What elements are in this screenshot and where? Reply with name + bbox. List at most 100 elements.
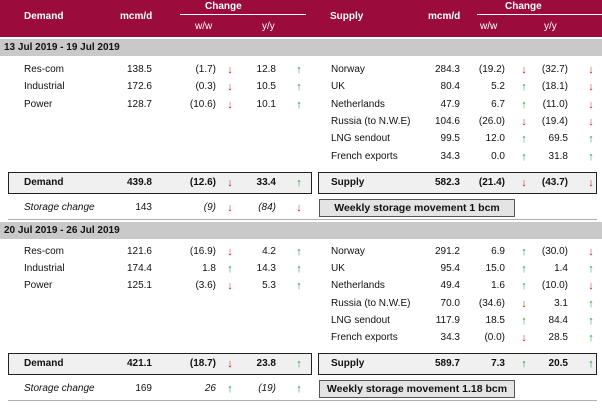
- row-label: UK: [331, 263, 345, 275]
- row-yy-change: 84.4: [548, 314, 568, 326]
- arrow-down-icon: ↓: [227, 202, 233, 214]
- arrow-up-icon: ↑: [296, 98, 302, 111]
- storage-value: 143: [135, 202, 152, 213]
- storage-ww-change: 26: [204, 383, 216, 394]
- row-ww-change: (19.2): [478, 64, 505, 75]
- arrow-up-icon: ↑: [521, 314, 527, 327]
- arrow-up-icon: ↑: [521, 358, 527, 370]
- yy-header-left: y/y: [262, 21, 275, 32]
- arrow-up-icon: ↑: [588, 133, 594, 146]
- row-value: 174.4: [126, 263, 152, 275]
- change-header-right: Change: [505, 1, 542, 12]
- ww-header-right: w/w: [480, 21, 498, 32]
- row-label: Norway: [331, 246, 365, 257]
- row-value: 284.3: [434, 64, 460, 75]
- supply-header: Supply: [330, 11, 364, 22]
- row-yy-change: 14.3: [256, 263, 276, 275]
- row-ww-change: (1.7): [195, 64, 216, 75]
- arrow-down-icon: ↓: [521, 115, 527, 128]
- supply-total-box: [318, 172, 597, 194]
- row-value: 34.3: [440, 150, 460, 162]
- row-yy-change: (18.1): [541, 81, 568, 93]
- row-value: 172.6: [126, 81, 152, 93]
- arrow-down-icon: ↓: [521, 177, 527, 189]
- row-yy-change: 10.1: [256, 98, 276, 110]
- row-ww-change: 5.2: [491, 81, 505, 93]
- arrow-down-icon: ↓: [227, 246, 233, 258]
- table-header: Demand mcm/d Change w/w y/y Supply mcm/d…: [0, 0, 602, 37]
- arrow-up-icon: ↑: [588, 314, 594, 327]
- unit-header-right: mcm/d: [428, 11, 461, 22]
- row-value: 138.5: [126, 64, 152, 75]
- row-label: Russia (to N.W.E): [331, 297, 411, 309]
- arrow-down-icon: ↓: [227, 177, 233, 189]
- arrow-up-icon: ↑: [296, 81, 302, 94]
- arrow-down-icon: ↓: [227, 64, 233, 76]
- storage-label: Storage change: [24, 202, 95, 213]
- row-yy-change: (43.7): [541, 177, 568, 188]
- row-yy-change: 3.1: [554, 297, 568, 309]
- row-label: Industrial: [24, 263, 65, 275]
- arrow-up-icon: ↑: [296, 64, 302, 76]
- row-label: Industrial: [24, 81, 65, 93]
- arrow-up-icon: ↑: [296, 358, 302, 370]
- arrow-down-icon: ↓: [588, 280, 594, 293]
- row-value: 125.1: [126, 280, 152, 292]
- row-label: LNG sendout: [331, 133, 390, 145]
- row-yy-change: 69.5: [548, 133, 568, 145]
- row-ww-change: 6.9: [491, 246, 505, 257]
- arrow-down-icon: ↓: [588, 177, 594, 189]
- row-value: 117.9: [435, 314, 460, 326]
- row-value: 47.9: [440, 98, 460, 110]
- arrow-down-icon: ↓: [588, 115, 594, 128]
- arrow-up-icon: ↑: [588, 332, 594, 344]
- row-value: 128.7: [126, 98, 152, 110]
- row-yy-change: 20.5: [548, 358, 568, 369]
- row-ww-change: 15.0: [485, 263, 505, 275]
- arrow-up-icon: ↑: [227, 383, 233, 395]
- row-ww-change: (26.0): [478, 115, 505, 127]
- row-yy-change: 28.5: [548, 332, 568, 343]
- storage-yy-change: (84): [258, 202, 276, 213]
- row-label: French exports: [331, 332, 398, 343]
- arrow-up-icon: ↑: [521, 81, 527, 94]
- row-label: Russia (to N.W.E): [331, 115, 411, 127]
- arrow-up-icon: ↑: [588, 150, 594, 163]
- row-yy-change: (32.7): [541, 64, 568, 75]
- arrow-up-icon: ↑: [588, 358, 594, 370]
- row-label: Netherlands: [331, 280, 385, 292]
- change-underline-right: [477, 14, 602, 15]
- row-ww-change: (16.9): [189, 246, 216, 257]
- arrow-down-icon: ↓: [588, 246, 594, 258]
- row-yy-change: 1.4: [554, 263, 568, 275]
- row-value: 34.3: [440, 332, 460, 343]
- unit-header-left: mcm/d: [120, 11, 153, 22]
- row-value: 104.6: [434, 115, 460, 127]
- row-label: Demand: [24, 358, 64, 369]
- row-label: Netherlands: [331, 98, 385, 110]
- row-ww-change: (21.4): [478, 177, 505, 188]
- arrow-up-icon: ↑: [521, 280, 527, 293]
- row-value: 421.1: [126, 358, 152, 369]
- row-label: Power: [24, 280, 53, 292]
- period-band: 13 Jul 2019 - 19 Jul 2019: [0, 39, 602, 56]
- row-value: 95.4: [440, 263, 460, 275]
- row-ww-change: (12.6): [189, 177, 216, 188]
- row-label: Res-com: [24, 64, 65, 75]
- arrow-up-icon: ↑: [296, 383, 302, 395]
- storage-ww-change: (9): [203, 202, 216, 213]
- demand-total-box: [8, 353, 312, 375]
- row-value: 582.3: [434, 177, 460, 188]
- row-ww-change: 0.0: [491, 150, 505, 162]
- storage-value: 169: [135, 383, 152, 394]
- change-underline-left: [180, 14, 306, 15]
- row-value: 80.4: [440, 81, 460, 93]
- row-value: 49.4: [440, 280, 460, 292]
- row-yy-change: 12.8: [256, 64, 276, 75]
- arrow-up-icon: ↑: [227, 263, 233, 276]
- arrow-up-icon: ↑: [296, 263, 302, 276]
- weekly-storage-box: Weekly storage movement 1 bcm: [319, 199, 515, 217]
- row-label: LNG sendout: [331, 314, 390, 326]
- row-yy-change: 10.5: [256, 81, 276, 93]
- weekly-storage-box: Weekly storage movement 1.18 bcm: [319, 380, 515, 398]
